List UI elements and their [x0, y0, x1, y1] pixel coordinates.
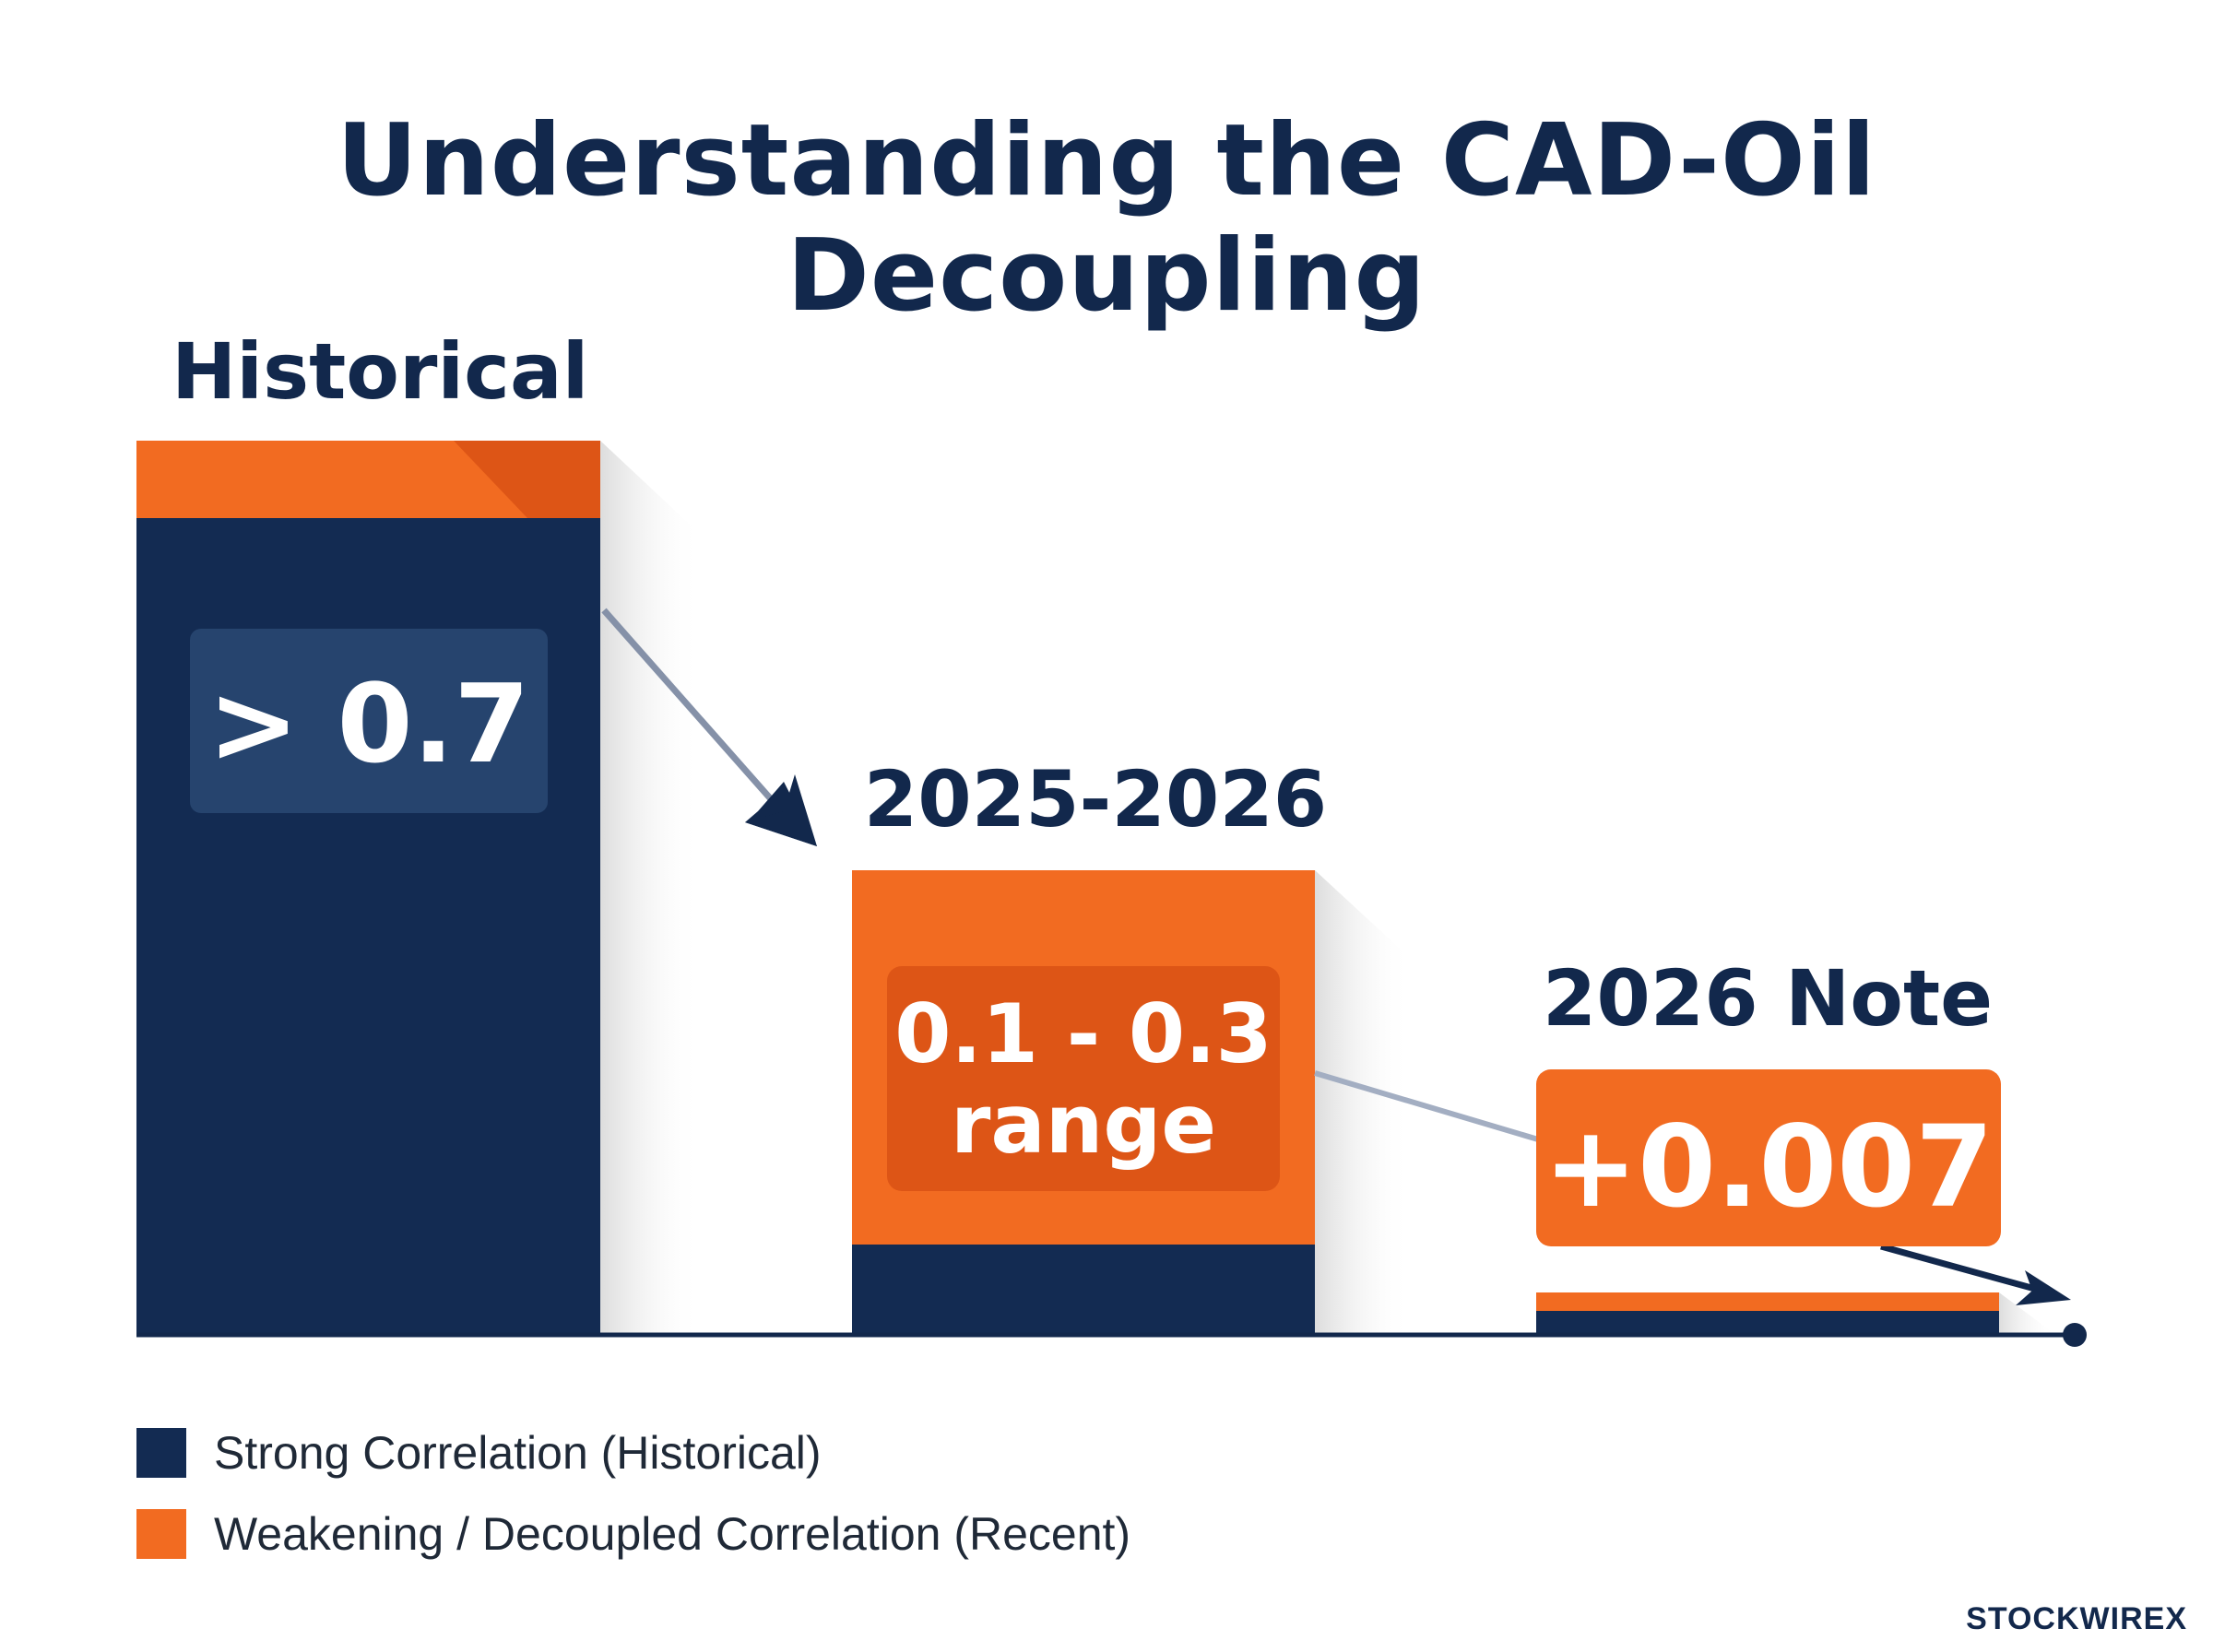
trend-arrowhead-3: [2016, 1270, 2071, 1305]
brand-mark: X: [2165, 1601, 2187, 1636]
bar-2025-2026-shadow: [1315, 870, 1411, 1335]
legend-label-weak: Weakening / Decoupled Correlation (Recen…: [214, 1508, 1131, 1560]
value-box-2025-2026: [887, 966, 1280, 1191]
bar-historical-cap-shade: [454, 441, 600, 518]
value-label-historical: > 0.7: [208, 660, 530, 787]
x-axis-end-dot: [2063, 1323, 2087, 1347]
bar-historical-shadow: [600, 441, 701, 1335]
chart-title: Understanding the CAD-Oil Decoupling: [337, 103, 1876, 334]
legend-swatch-strong: [136, 1428, 186, 1478]
category-label-2026-note: 2026 Note: [1543, 953, 1993, 1044]
legend: Strong Correlation (Historical) Weakenin…: [136, 1427, 1130, 1589]
brand-text: STOCKWIRE: [1966, 1601, 2166, 1636]
value-box-historical: [190, 629, 548, 813]
category-label-historical: Historical: [172, 326, 588, 417]
value-label-2026-note: +0.007: [1544, 1102, 1994, 1233]
value-box-2026-note: [1536, 1069, 2001, 1246]
legend-item-weak: Weakening / Decoupled Correlation (Recen…: [136, 1508, 1130, 1560]
trend-arrow-2: [1314, 1070, 1539, 1142]
trend-arrowhead-1-shape: [745, 774, 817, 846]
value-label-2025-2026-line1: 0.1 - 0.3: [894, 986, 1272, 1081]
brand-logo: STOCKWIREX: [1966, 1601, 2187, 1637]
value-label-2025-2026-line2: range: [951, 1077, 1216, 1172]
legend-label-strong: Strong Correlation (Historical): [214, 1427, 822, 1479]
bar-historical-strong: [136, 441, 600, 1335]
trend-arrow-3: [1880, 1243, 2042, 1294]
trend-arrow-1: [601, 608, 796, 827]
legend-item-strong: Strong Correlation (Historical): [136, 1427, 1130, 1479]
category-label-2025-2026: 2025-2026: [864, 754, 1327, 844]
bar-2026-note-weak: [1536, 1292, 1999, 1311]
legend-swatch-weak: [136, 1509, 186, 1559]
bar-2026-note-shadow: [1999, 1292, 2056, 1335]
